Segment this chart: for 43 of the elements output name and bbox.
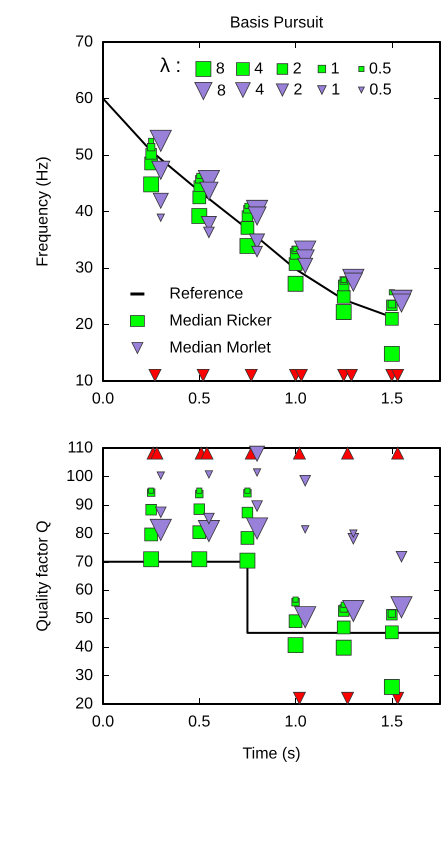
legend-label: 2: [294, 82, 302, 98]
legend-label: 8: [216, 60, 225, 78]
y-tick-label: 90: [75, 496, 94, 514]
legend-label: 4: [254, 60, 264, 78]
x-axis-title: Time (s): [242, 746, 301, 762]
legend-label: 2: [292, 60, 302, 78]
y-tick-label: 60: [75, 582, 94, 599]
y-tick-label: 60: [75, 90, 94, 107]
y-tick-label: 40: [75, 203, 94, 220]
x-tick-label: 0.0: [92, 390, 114, 408]
x-tick-label: 1.5: [380, 714, 404, 730]
legend-label: 0.5: [369, 82, 392, 98]
y-tick-label: 80: [75, 524, 94, 542]
chart-title: Basis Pursuit: [230, 14, 324, 32]
x-tick-label: 1.5: [380, 390, 404, 408]
legend-label: Reference: [169, 286, 244, 302]
y-tick-label: 10: [75, 372, 94, 390]
y-tick-label: 50: [75, 146, 94, 164]
x-tick-label: 0.5: [188, 714, 211, 730]
x-tick-label: 1.0: [284, 714, 307, 730]
y-axis-title: Quality factor Q: [34, 520, 52, 632]
x-tick-label: 0.0: [92, 714, 114, 730]
legend-label: 4: [255, 82, 264, 98]
y-tick-label: 20: [75, 696, 94, 712]
legend-label: 8: [217, 82, 226, 100]
legend-label: Median Morlet: [169, 340, 272, 356]
y-tick-label: 70: [75, 34, 94, 50]
y-tick-label: 100: [66, 468, 94, 485]
y-tick-label: 70: [75, 553, 94, 570]
legend-title: λ :: [160, 55, 182, 77]
legend-label: Median Ricker: [169, 312, 272, 330]
legend-label: 0.5: [369, 60, 392, 78]
y-tick-label: 40: [75, 638, 94, 656]
y-axis-title: Frequency (Hz): [34, 156, 52, 267]
y-tick-label: 30: [75, 260, 94, 276]
y-tick-label: 30: [75, 667, 94, 684]
y-tick-label: 20: [75, 316, 94, 333]
x-tick-label: 0.5: [188, 390, 211, 408]
legend-label: 1: [330, 60, 340, 78]
legend-label: 1: [331, 82, 340, 98]
y-tick-label: 50: [75, 610, 94, 628]
y-tick-label: 110: [67, 440, 94, 456]
x-tick-label: 1.0: [284, 390, 307, 408]
